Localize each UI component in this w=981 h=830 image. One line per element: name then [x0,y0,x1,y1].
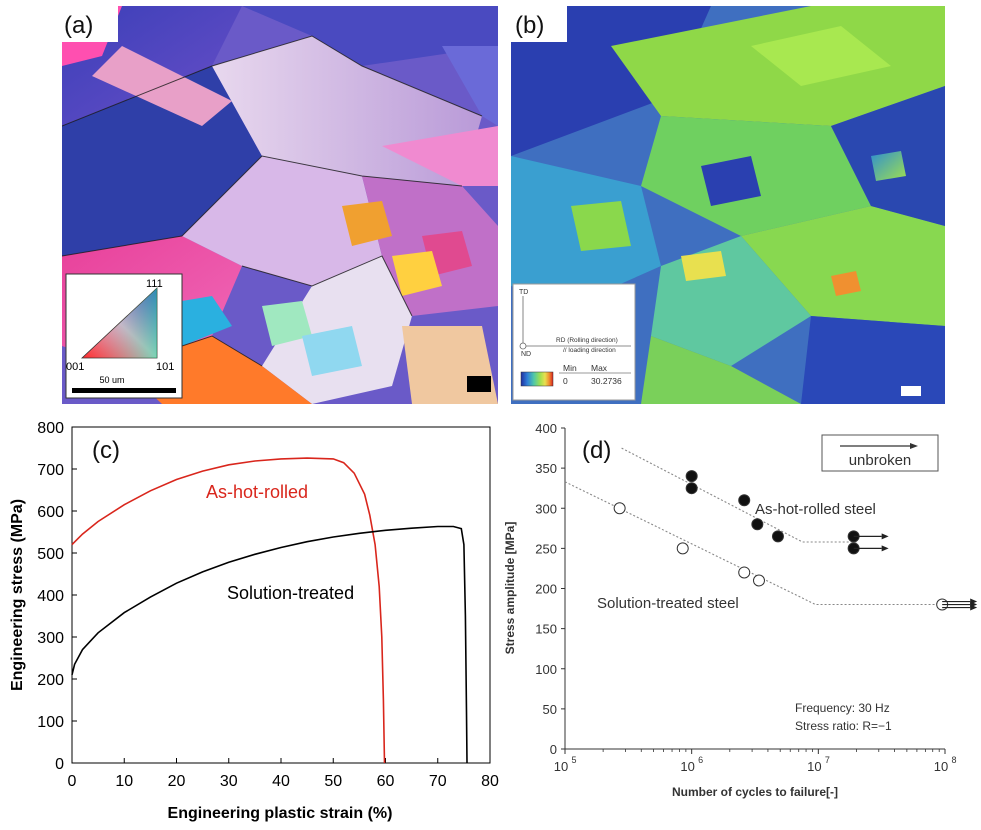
x-tick-base: 10 [934,759,948,774]
y-tick-label: 700 [37,462,64,479]
data-point-filled [738,494,751,507]
y-axis-title: Engineering stress (MPa) [9,499,26,691]
x-tick-exponent: 6 [698,755,703,765]
fit-line-0 [621,447,857,543]
panel-label-box [62,6,118,42]
colorbar-min-label: Min [563,363,577,373]
strain-legend: TD ND RD (Rolling direction) // loading … [512,283,636,401]
x-tick-exponent: 7 [825,755,830,765]
y-tick-label: 250 [535,541,557,556]
x-tick-exponent: 5 [571,755,576,765]
unbroken-legend: unbroken [821,434,939,472]
y-tick-label: 100 [535,662,557,677]
panel-label-d: (d) [582,437,611,464]
y-tick-label: 400 [535,421,557,436]
ebsd-ipf-map-panel: 001 101 111 50 um (a) [61,6,498,404]
y-tick-label: 0 [550,742,557,757]
data-point-filled [771,530,784,543]
x-tick-base: 10 [807,759,821,774]
y-tick-label: 500 [37,546,64,563]
series-label-solution-treated-steel: Solution-treated steel [597,595,739,612]
series-label-as-hot-rolled: As-hot-rolled [206,482,308,502]
x-tick-label: 0 [68,773,77,790]
x-tick-label: 80 [481,773,499,790]
y-tick-label: 50 [543,702,557,717]
panel-label-b: (b) [515,12,545,39]
x-tick-label: 10 [115,773,133,790]
data-point-open [676,542,689,555]
plot-area [71,426,491,764]
data-point-filled [751,518,764,531]
y-tick-label: 100 [37,714,64,731]
x-tick-label: 70 [429,773,447,790]
strain-map-panel: TD ND RD (Rolling direction) // loading … [511,6,945,404]
colorbar-max-label: Max [591,363,608,373]
runout-arrowhead [881,533,889,540]
ipf-map-image: 001 101 111 50 um [61,6,498,404]
data-point-open [738,566,751,579]
panel-label-a: (a) [64,12,94,39]
x-tick-label: 20 [168,773,186,790]
ipf-corner-101: 101 [156,361,174,373]
runout-arrowhead [970,604,978,611]
x-axis-title: Number of cycles to failure[-] [672,785,838,799]
panel-label-box [511,6,567,42]
data-point-open [752,574,765,587]
annotation-frequency: Frequency: 30 Hz [795,701,890,715]
y-tick-label: 400 [37,588,64,605]
y-tick-label: 200 [535,582,557,597]
y-tick-label: 300 [535,501,557,516]
loading-direction-label: // loading direction [563,347,616,354]
x-tick-label: 50 [324,773,342,790]
data-point-filled [685,482,698,495]
unbroken-legend-label: unbroken [849,452,912,469]
colorbar-min-value: 0 [563,376,568,386]
fatigue-sn-chart-panel: 0 50 100 150 200 250 300 350 400 10 5 10 6 10 7 10 8 As… [500,410,981,825]
colorbar-max-value: 30.2736 [591,376,622,386]
ipf-color-key: 001 101 111 50 um [65,273,183,399]
x-tick-label: 60 [377,773,395,790]
strain-map-image: TD ND RD (Rolling direction) // loading … [511,6,945,404]
y-tick-label: 350 [535,461,557,476]
y-tick-label: 200 [37,672,64,689]
scale-bar-label: 50 um [99,375,124,385]
ipf-corner-111: 111 [146,278,163,290]
series-line-0 [71,457,386,764]
annotation-stress-ratio: Stress ratio: R=−1 [795,719,892,733]
x-tick-label: 40 [272,773,290,790]
panel-label-c: (c) [92,437,120,464]
nd-axis-label: ND [521,351,531,358]
x-axis-title: Engineering plastic strain (%) [168,805,393,822]
rd-axis-label: RD (Rolling direction) [556,337,618,344]
ipf-corner-001: 001 [66,361,84,373]
stress-strain-chart: 0 100 200 300 400 500 600 700 800 0 10 20 30 40 50 60 7… [9,420,499,822]
series-label-solution-treated: Solution-treated [227,583,354,603]
scale-bar [72,388,176,393]
x-tick-exponent: 8 [951,755,956,765]
x-tick-base: 10 [680,759,694,774]
y-tick-label: 800 [37,420,64,437]
y-axis-title: Stress amplitude [MPa] [503,522,517,655]
x-tick-label: 30 [220,773,238,790]
td-axis-label: TD [519,289,528,296]
y-tick-label: 0 [55,756,64,773]
y-tick-label: 300 [37,630,64,647]
series-label-as-hot-rolled-steel: As-hot-rolled steel [755,501,876,518]
stress-strain-chart-panel: 0 100 200 300 400 500 600 700 800 0 10 20 30 40 50 60 7… [0,410,500,825]
colorbar [520,371,554,387]
runout-arrowhead [881,545,889,552]
y-tick-label: 150 [535,622,557,637]
y-tick-label: 600 [37,504,64,521]
series-line-1 [71,525,468,764]
fit-line-1 [564,481,945,606]
x-tick-base: 10 [554,759,568,774]
data-point-filled [685,470,698,483]
data-point-open [613,502,626,515]
